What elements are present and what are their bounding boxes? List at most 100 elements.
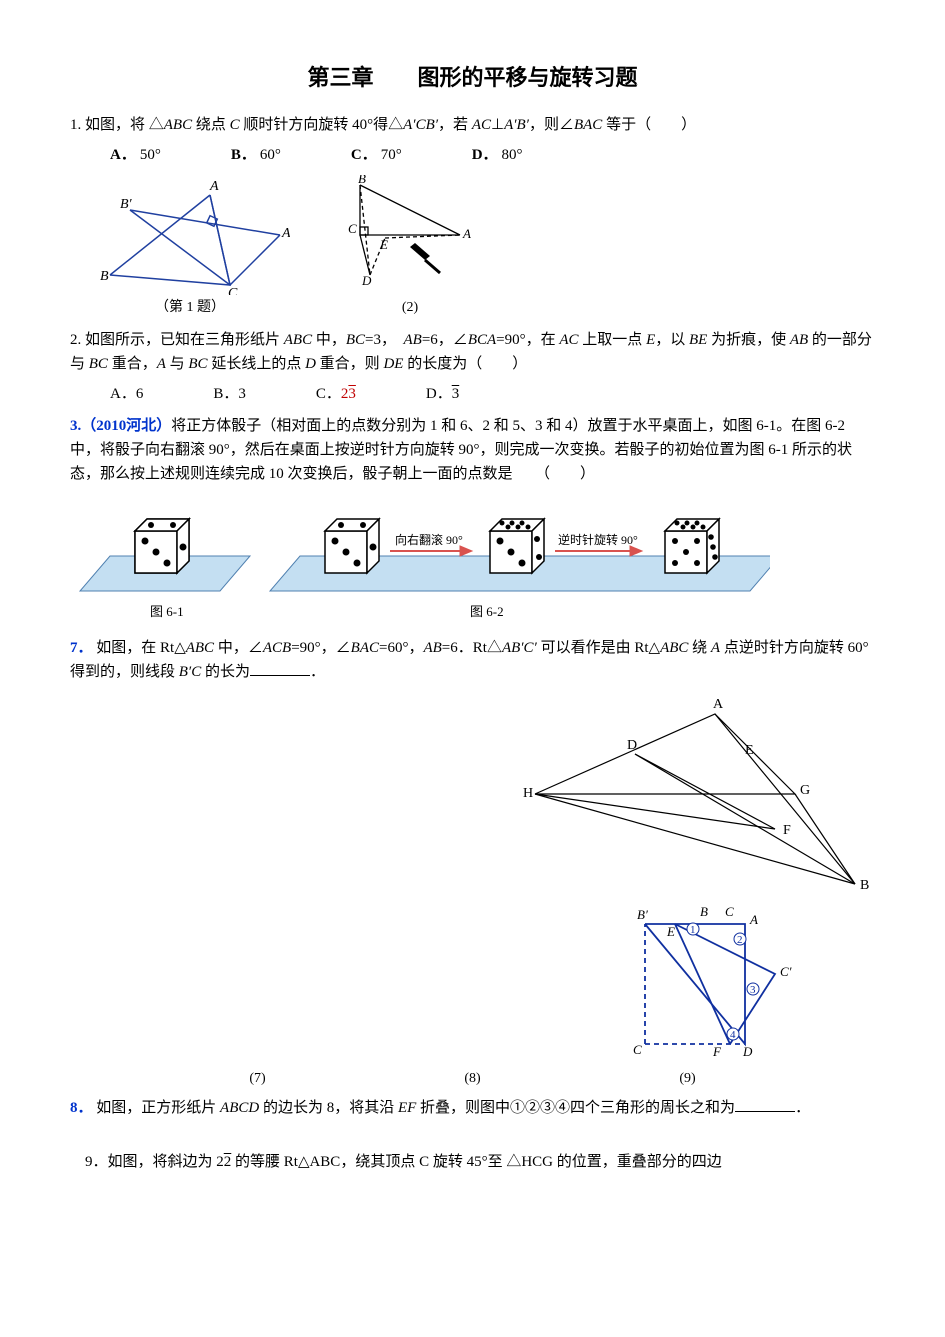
fig-num-8: (8) bbox=[464, 1068, 480, 1090]
t: 延长线上的点 bbox=[208, 356, 306, 372]
q7-num: 7． bbox=[70, 640, 93, 656]
svg-text:4: 4 bbox=[730, 1029, 736, 1041]
svg-text:E: E bbox=[379, 237, 388, 252]
t: 9．如图，将斜边为 2 bbox=[85, 1154, 224, 1170]
t: BCA bbox=[468, 332, 496, 348]
fig-num-9: (9) bbox=[679, 1068, 695, 1090]
t: 与 bbox=[166, 356, 189, 372]
t: 重合，则 bbox=[316, 356, 384, 372]
fig-9-wrap: 1 2 3 4 B′BC EA C′ CFD bbox=[70, 894, 815, 1064]
t: 的长度为（ ） bbox=[403, 356, 527, 372]
q1-opt-c: C．70° bbox=[351, 143, 402, 167]
fig-8-diagram: A D E H G F B bbox=[515, 694, 875, 894]
question-7: 7． 如图，在 Rt△ABC 中，∠ACB=90°，∠BAC=60°，AB=6．… bbox=[70, 636, 875, 684]
t: =3， bbox=[365, 332, 403, 348]
svg-text:B: B bbox=[100, 269, 109, 284]
v: 60° bbox=[260, 147, 281, 163]
svg-text:C: C bbox=[348, 221, 357, 236]
t: EF bbox=[398, 1100, 416, 1116]
t: A bbox=[157, 356, 166, 372]
t: BC bbox=[89, 356, 108, 372]
svg-text:B: B bbox=[358, 175, 366, 186]
t: 可以看作是由 Rt△ bbox=[537, 640, 660, 656]
t: 为折痕，使 bbox=[707, 332, 790, 348]
svg-text:1: 1 bbox=[690, 924, 696, 936]
t: =6．Rt△ bbox=[442, 640, 502, 656]
t: E bbox=[646, 332, 655, 348]
t: 2. 如图所示，已知在三角形纸片 bbox=[70, 332, 284, 348]
blank-7 bbox=[250, 660, 310, 676]
fold-diagram: B C E A D bbox=[330, 175, 490, 295]
svg-text:F: F bbox=[783, 823, 791, 838]
t: AC bbox=[472, 117, 491, 133]
dice-diagram: 向右翻滚 90° 逆时针旋转 90° 图 6-1 图 6-2 bbox=[70, 496, 770, 626]
v: 3 bbox=[238, 386, 246, 402]
t: A′CB′ bbox=[403, 117, 438, 133]
t: 的长为 bbox=[201, 664, 250, 680]
fig1-label: （第 1 题） bbox=[90, 297, 290, 319]
svg-text:B′: B′ bbox=[120, 197, 133, 212]
svg-text:E: E bbox=[745, 743, 754, 758]
svg-text:D: D bbox=[742, 1044, 753, 1059]
t: BE bbox=[689, 332, 707, 348]
roll-label: 向右翻滚 90° bbox=[395, 532, 463, 547]
q1-opt-d: D．80° bbox=[472, 143, 523, 167]
t: =90°，∠ bbox=[291, 640, 350, 656]
svg-text:A: A bbox=[713, 697, 724, 712]
fig-num-7: (7) bbox=[249, 1068, 265, 1090]
t: ． bbox=[310, 664, 325, 680]
q1-text: 1. 如图，将 △ABC 绕点 C 顺时针方向旋转 40°得△A′CB′，若 A… bbox=[70, 117, 696, 133]
dice-label-1: 图 6-1 bbox=[150, 604, 184, 619]
fig-789-row: A D E H G F B bbox=[70, 694, 875, 894]
svg-text:2: 2 bbox=[737, 934, 743, 946]
svg-text:H: H bbox=[523, 786, 533, 801]
t: ABC bbox=[164, 117, 192, 133]
t: =6，∠ bbox=[422, 332, 468, 348]
t: ，若 bbox=[438, 117, 472, 133]
svg-text:B′: B′ bbox=[637, 907, 648, 922]
t: =90°，在 bbox=[496, 332, 559, 348]
t: 中，∠ bbox=[214, 640, 263, 656]
v: 6 bbox=[136, 386, 144, 402]
t: 等于（ ） bbox=[602, 117, 696, 133]
question-9: 9．如图，将斜边为 22 的等腰 Rt△ABC，绕其顶点 C 旋转 45°至 △… bbox=[70, 1150, 875, 1174]
q1-figures: A B′ A′ B C （第 1 题） bbox=[90, 175, 875, 319]
rot-label: 逆时针旋转 90° bbox=[558, 532, 638, 547]
t: A′B′ bbox=[504, 117, 529, 133]
t: C bbox=[230, 117, 240, 133]
svg-text:D: D bbox=[627, 738, 637, 753]
question-2: 2. 如图所示，已知在三角形纸片 ABC 中，BC=3， AB=6，∠BCA=9… bbox=[70, 328, 875, 376]
v: 80° bbox=[502, 147, 523, 163]
t: 重合， bbox=[108, 356, 157, 372]
t: 如图，正方形纸片 bbox=[96, 1100, 220, 1116]
t: ABC bbox=[186, 640, 214, 656]
svg-text:3: 3 bbox=[750, 984, 756, 996]
svg-text:B: B bbox=[860, 878, 869, 893]
t: AB bbox=[790, 332, 808, 348]
dice-figure: 向右翻滚 90° 逆时针旋转 90° 图 6-1 图 6-2 bbox=[70, 496, 875, 626]
t: ，则∠ bbox=[529, 117, 574, 133]
svg-text:E: E bbox=[666, 924, 675, 939]
t: B′C bbox=[179, 664, 201, 680]
t: 的等腰 Rt△ABC，绕其顶点 C 旋转 45°至 △HCG 的位置，重叠部分的… bbox=[231, 1154, 721, 1170]
t: D bbox=[305, 356, 316, 372]
q2-opt-a: A．6 bbox=[110, 382, 143, 406]
fig-9-diagram: 1 2 3 4 B′BC EA C′ CFD bbox=[615, 894, 815, 1064]
question-8: 8． 如图，正方形纸片 ABCD 的边长为 8，将其沿 EF 折叠，则图中①②③… bbox=[70, 1096, 875, 1120]
question-3: 3.（2010河北）将正方体骰子（相对面上的点数分别为 1 和 6、2 和 5、… bbox=[70, 414, 875, 486]
t: 1. 如图，将 △ bbox=[70, 117, 164, 133]
t: AC bbox=[559, 332, 578, 348]
q2-opt-d: D．3 bbox=[426, 382, 459, 406]
t: ⊥ bbox=[491, 117, 504, 133]
page-title: 第三章 图形的平移与旋转习题 bbox=[70, 60, 875, 95]
t: BC bbox=[346, 332, 365, 348]
t: 如图，在 Rt△ bbox=[96, 640, 185, 656]
t: AB bbox=[423, 640, 441, 656]
t: BC bbox=[188, 356, 207, 372]
svg-text:F: F bbox=[712, 1044, 722, 1059]
svg-text:C: C bbox=[725, 904, 734, 919]
q3-text: 将正方体骰子（相对面上的点数分别为 1 和 6、2 和 5、3 和 4）放置于水… bbox=[70, 418, 852, 482]
t: DE bbox=[383, 356, 403, 372]
t: 的边长为 8，将其沿 bbox=[259, 1100, 398, 1116]
q2-opt-b: B．3 bbox=[213, 382, 246, 406]
